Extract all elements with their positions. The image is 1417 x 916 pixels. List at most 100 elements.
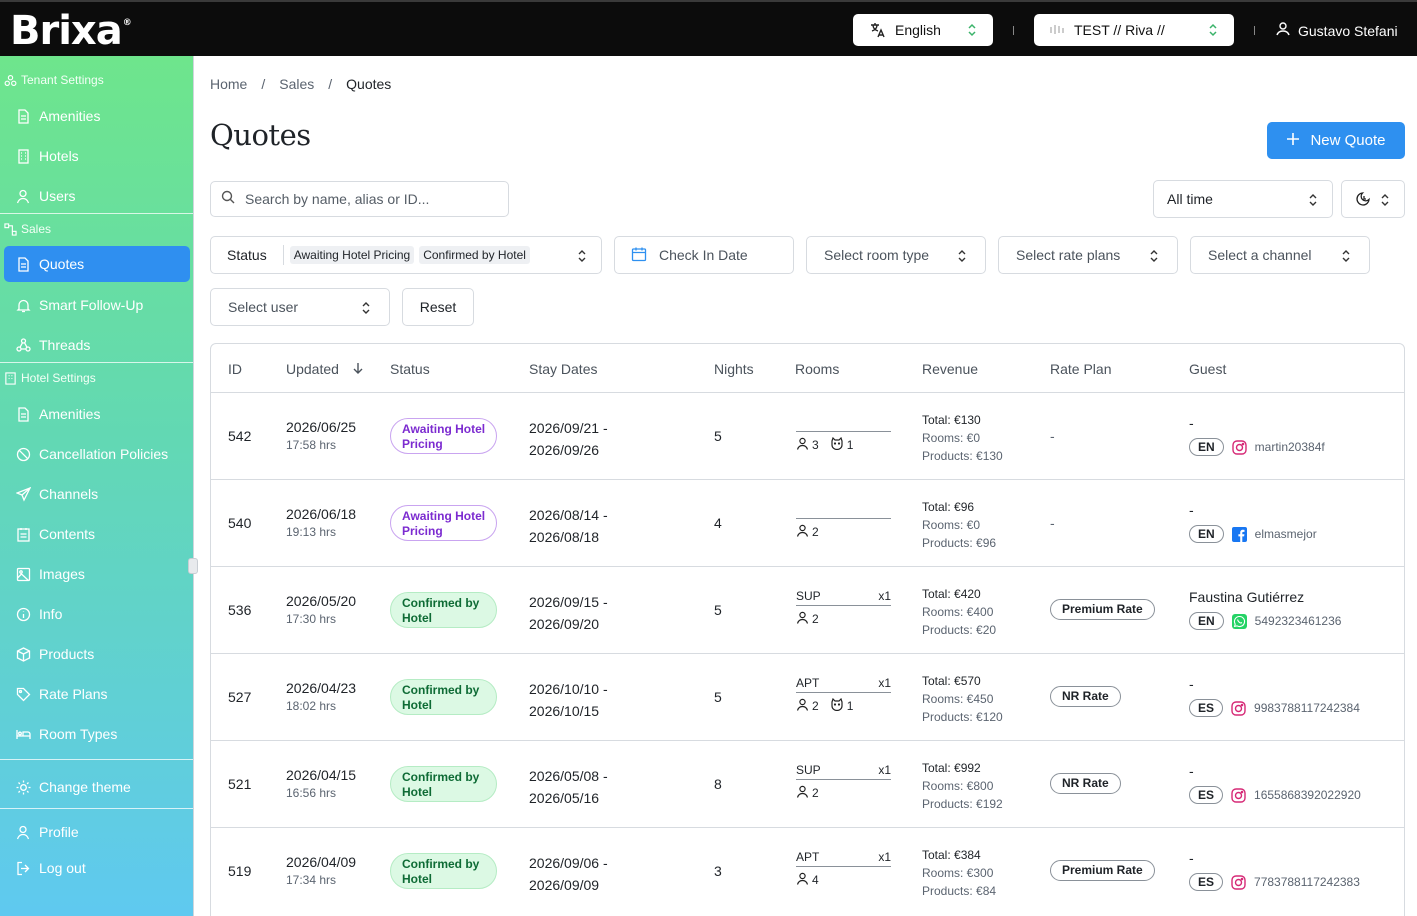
rooms-cell: APT x1 2 1: [796, 676, 891, 714]
col-id[interactable]: ID: [228, 361, 242, 377]
col-stay-dates[interactable]: Stay Dates: [529, 361, 598, 377]
revenue-cell: Total: €130 Rooms: €0 Products: €130: [922, 411, 1003, 465]
sidebar-resize-handle[interactable]: [188, 558, 198, 574]
guest-cell: - ES 1655868392022920: [1189, 763, 1361, 804]
pet-icon: [830, 436, 844, 453]
table-row[interactable]: 521 2026/04/15 16:56 hrs Confirmed by Ho…: [211, 740, 1404, 827]
nights: 8: [714, 776, 722, 792]
sidebar-item-products[interactable]: Products: [4, 637, 190, 671]
rooms-cell: 3 1: [796, 415, 891, 453]
quote-id: 542: [228, 428, 252, 444]
sidebar-item-users[interactable]: Users: [4, 179, 190, 213]
updown-chevron-icon: [1308, 192, 1318, 211]
sidebar-item-log-out[interactable]: Log out: [4, 851, 190, 885]
sidebar-item-threads[interactable]: Threads: [4, 328, 190, 362]
breadcrumb-home[interactable]: Home: [210, 76, 248, 92]
sidebar-item-cancellation-policies[interactable]: Cancellation Policies: [4, 437, 190, 471]
timezone-select[interactable]: [1341, 180, 1405, 218]
col-guest[interactable]: Guest: [1189, 361, 1227, 377]
user-menu[interactable]: Gustavo Stefani: [1276, 22, 1398, 39]
time-range-select[interactable]: All time: [1153, 180, 1333, 218]
document-icon: [18, 108, 29, 124]
revenue-rooms: Rooms: €400: [922, 605, 994, 619]
col-rooms[interactable]: Rooms: [795, 361, 840, 377]
calendar-icon: [631, 246, 647, 265]
brand-logo[interactable]: Brixa®: [10, 8, 132, 54]
sidebar-item-hotel-amenities[interactable]: Amenities: [4, 397, 190, 431]
col-nights[interactable]: Nights: [714, 361, 754, 377]
col-rate-plan[interactable]: Rate Plan: [1050, 361, 1112, 377]
rate-plan-badge: Premium Rate: [1050, 599, 1155, 620]
rate-plan-badge: NR Rate: [1050, 686, 1121, 707]
sidebar-item-images[interactable]: Images: [4, 557, 190, 591]
sidebar-item-info[interactable]: Info: [4, 597, 190, 631]
language-select[interactable]: English: [853, 14, 993, 46]
logout-icon: [17, 861, 30, 875]
sidebar-item-change-theme[interactable]: Change theme: [4, 770, 190, 804]
col-revenue[interactable]: Revenue: [922, 361, 979, 377]
sidebar-item-smart-follow-up[interactable]: Smart Follow-Up: [4, 288, 190, 322]
sidebar-item-channels[interactable]: Channels: [4, 477, 190, 511]
room-qty: x1: [878, 589, 891, 603]
guest-handle: 7783788117242383: [1254, 875, 1360, 889]
sidebar-item-contents[interactable]: Contents: [4, 517, 190, 551]
table-row[interactable]: 542 2026/06/25 17:58 hrs Awaiting Hotel …: [211, 392, 1404, 479]
table-row[interactable]: 540 2026/06/18 19:13 hrs Awaiting Hotel …: [211, 479, 1404, 566]
col-updated[interactable]: Updated: [286, 361, 363, 377]
breadcrumb-current: Quotes: [346, 76, 392, 92]
cluster-icon: [4, 74, 17, 86]
instagram-icon: [1231, 787, 1246, 803]
sidebar-item-hotels[interactable]: Hotels: [4, 139, 190, 173]
channel-select[interactable]: Select a channel: [1190, 236, 1370, 274]
arrow-down-icon: [353, 361, 363, 377]
sidebar-item-rate-plans[interactable]: Rate Plans: [4, 677, 190, 711]
updated-time: 19:13 hrs: [286, 525, 337, 539]
revenue-cell: Total: €992 Rooms: €800 Products: €192: [922, 759, 1003, 813]
reset-button[interactable]: Reset: [402, 288, 474, 326]
package-icon: [16, 646, 31, 662]
adults-icon: [796, 611, 809, 627]
col-status[interactable]: Status: [390, 361, 430, 377]
guest-cell: - ES 9983788117242384: [1189, 676, 1360, 717]
sidebar-item-profile[interactable]: Profile: [4, 815, 190, 849]
rate-plans-select[interactable]: Select rate plans: [998, 236, 1178, 274]
instagram-icon: [1231, 874, 1246, 890]
updated-date: 2026/04/23: [286, 680, 357, 696]
guest-name: -: [1189, 676, 1194, 692]
revenue-cell: Total: €570 Rooms: €450 Products: €120: [922, 672, 1003, 726]
room-qty: x1: [878, 850, 891, 864]
updated-time: 17:30 hrs: [286, 612, 337, 626]
room-type-select[interactable]: Select room type: [806, 236, 986, 274]
user-select[interactable]: Select user: [210, 288, 390, 326]
table-row[interactable]: 527 2026/04/23 18:02 hrs Confirmed by Ho…: [211, 653, 1404, 740]
revenue-total: Total: €570: [922, 674, 981, 688]
sidebar-divider: [0, 759, 193, 760]
table-row[interactable]: 519 2026/04/09 17:34 hrs Confirmed by Ho…: [211, 827, 1404, 914]
room-type: APT: [796, 676, 820, 690]
search-box: [210, 181, 509, 217]
search-input[interactable]: [245, 191, 495, 207]
workflow-icon: [4, 222, 17, 236]
section-sales: Sales: [4, 222, 51, 236]
user-icon: [1276, 22, 1290, 39]
stay-dates: 2026/09/21 - 2026/09/26: [529, 420, 608, 458]
updated-time: 17:58 hrs: [286, 438, 337, 452]
table-row[interactable]: 536 2026/05/20 17:30 hrs Confirmed by Ho…: [211, 566, 1404, 653]
sidebar-item-tenant-amenities[interactable]: Amenities: [4, 99, 190, 133]
building-icon: [5, 371, 16, 385]
status-filter[interactable]: Status Awaiting Hotel Pricing Confirmed …: [210, 236, 602, 274]
sidebar: Tenant Settings Amenities Hotels Users S…: [0, 56, 198, 916]
updated-date: 2026/05/20: [286, 593, 357, 609]
new-quote-button[interactable]: New Quote: [1267, 122, 1405, 159]
top-bar: Brixa® English TEST // Riva // Gustavo S…: [0, 0, 1417, 56]
sidebar-item-room-types[interactable]: Room Types: [4, 717, 190, 751]
status-badge: Confirmed by Hotel: [390, 679, 497, 715]
guest-name: -: [1189, 415, 1194, 431]
instagram-icon: [1231, 700, 1246, 716]
clock-moon-icon: [1356, 190, 1372, 209]
sidebar-item-quotes[interactable]: Quotes: [4, 246, 190, 282]
status-badge: Confirmed by Hotel: [390, 766, 497, 802]
check-in-date-filter[interactable]: Check In Date: [614, 236, 794, 274]
breadcrumb-sales[interactable]: Sales: [279, 76, 315, 92]
tenant-select[interactable]: TEST // Riva //: [1034, 14, 1234, 46]
